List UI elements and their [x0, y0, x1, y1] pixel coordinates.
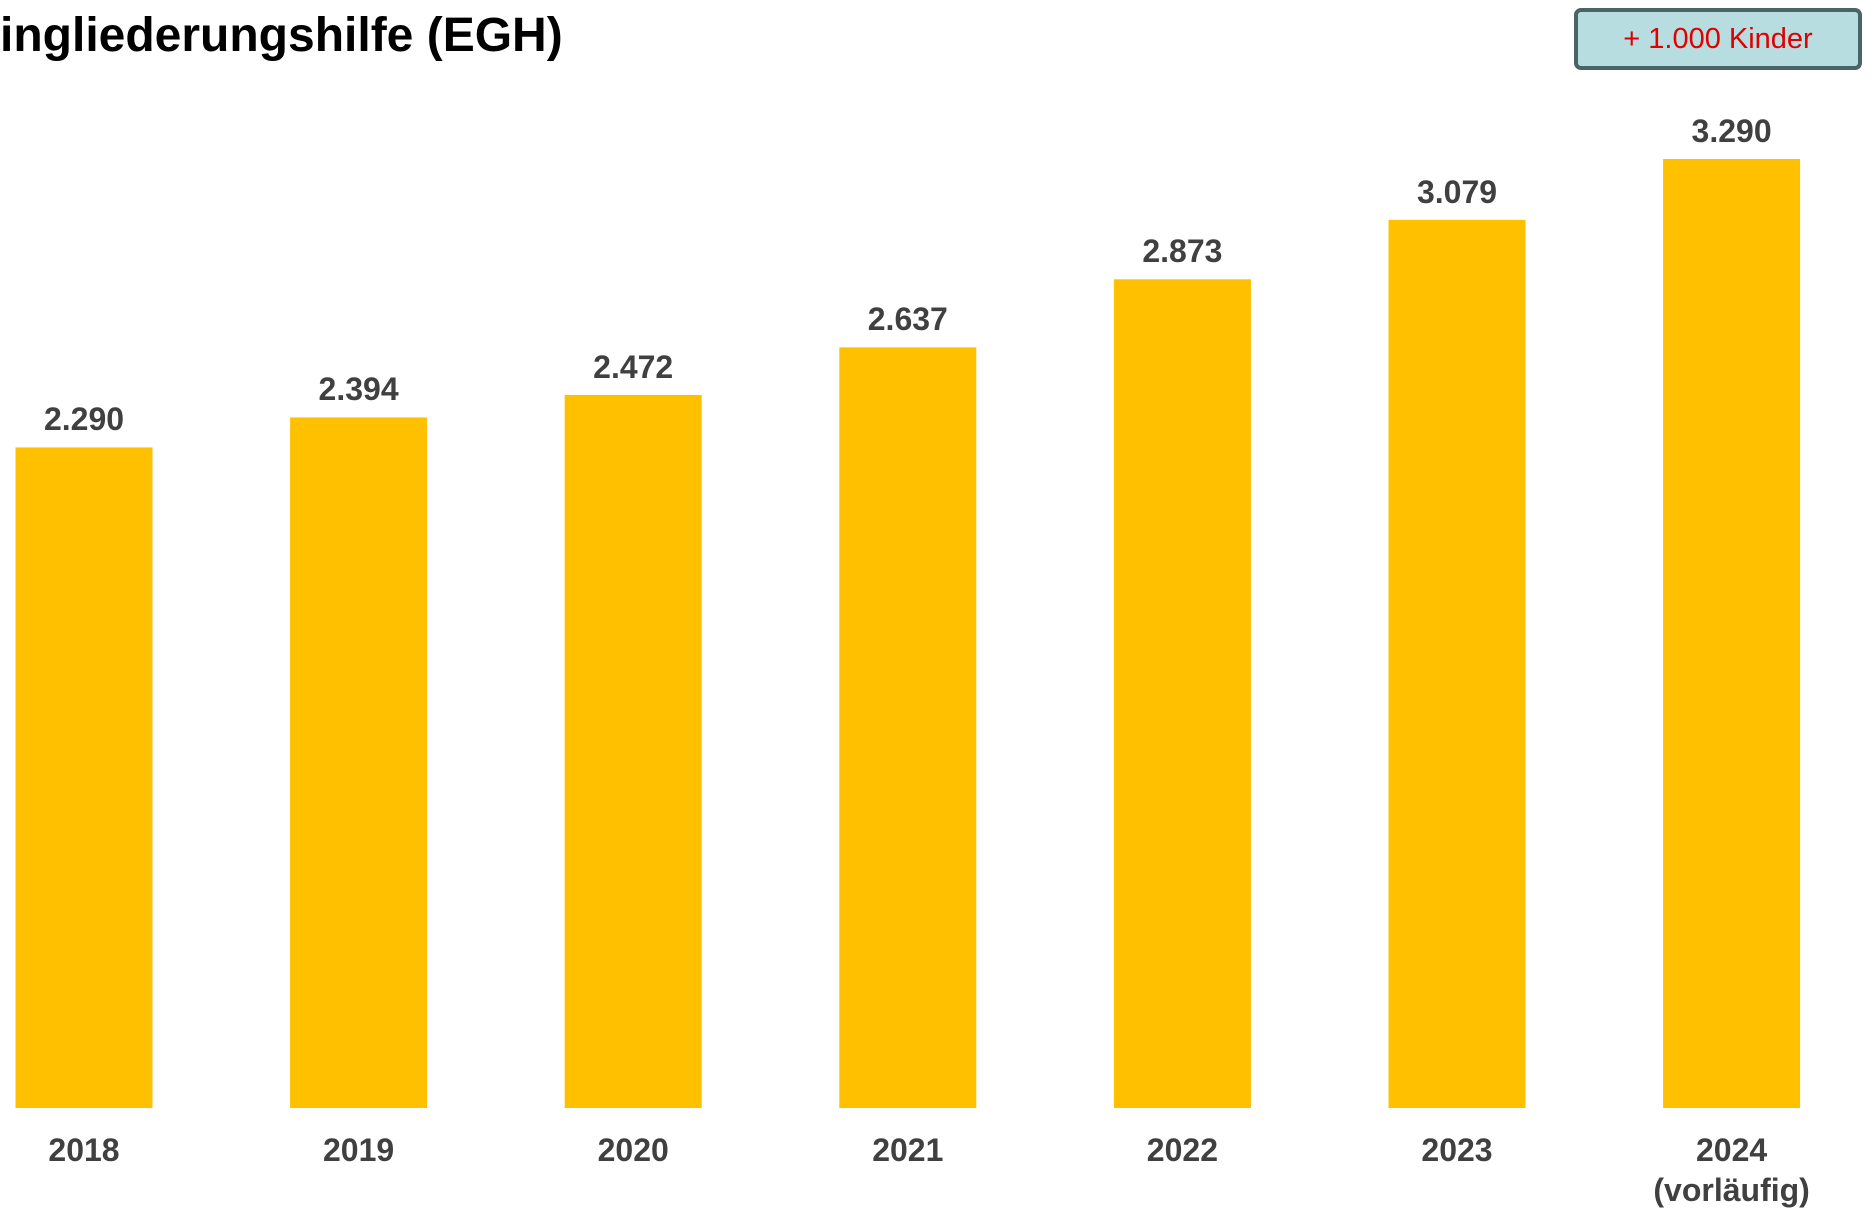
- bar: [839, 347, 977, 1108]
- value-label: 2.290: [43, 401, 125, 438]
- x-tick-label: 2019: [323, 1132, 395, 1168]
- x-tick-label: 2021: [872, 1132, 944, 1168]
- x-tick-label: 2023: [1421, 1132, 1493, 1168]
- x-tick-label: 2024 (vorläufig): [1653, 1132, 1810, 1208]
- annotation: + 1.000 Kinder: [1623, 22, 1813, 55]
- value-label: 3.079: [1416, 173, 1498, 210]
- annotation-box: + 1.000 Kinder: [1574, 8, 1862, 70]
- bar: [1388, 219, 1526, 1108]
- value-label: 3.290: [1691, 113, 1772, 149]
- bar: [1113, 279, 1251, 1109]
- value-label: 2.394: [318, 371, 399, 408]
- value-label: 2.472: [593, 348, 674, 385]
- x-tick-label: 2022: [1146, 1132, 1218, 1168]
- bar: [15, 447, 153, 1109]
- bar: [564, 394, 702, 1108]
- chart-title: ingliederungshilfe (EGH): [0, 9, 563, 62]
- value-label: 2.637: [867, 301, 948, 338]
- value-label: 2.873: [1142, 233, 1223, 270]
- x-tick-label: 2020: [597, 1132, 669, 1168]
- bar: [1663, 159, 1801, 1108]
- bar: [290, 417, 428, 1108]
- x-tick-label: 2018: [48, 1132, 120, 1168]
